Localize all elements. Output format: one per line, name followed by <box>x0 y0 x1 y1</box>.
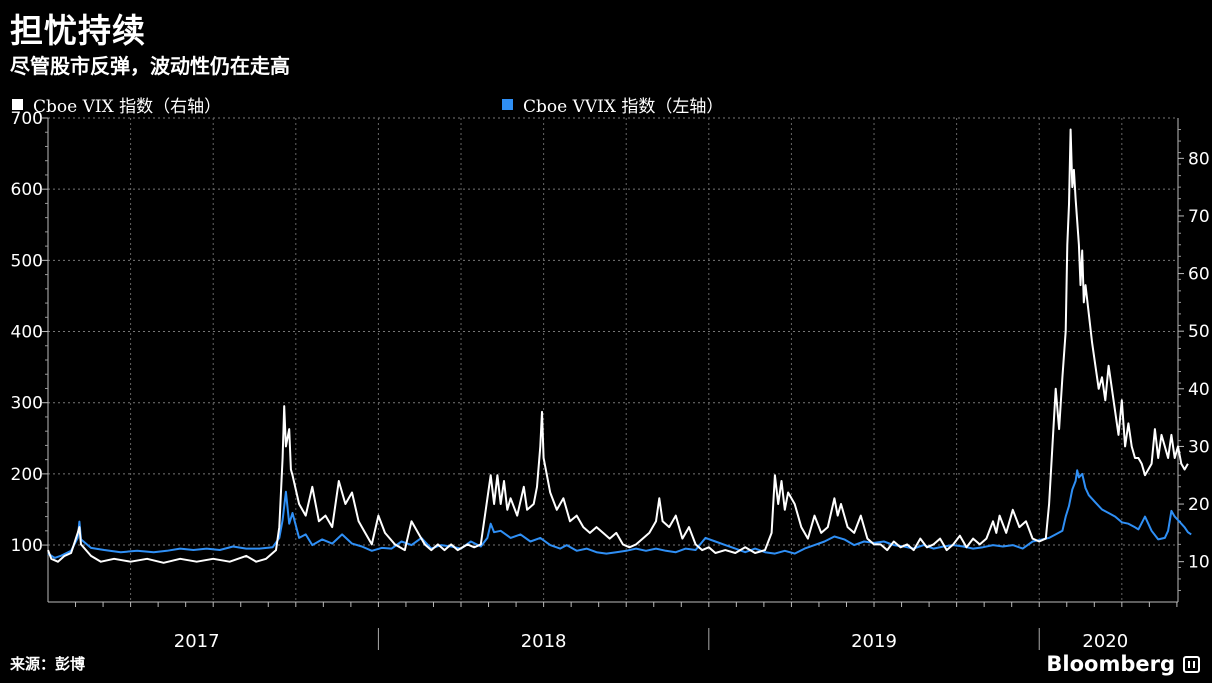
legend-label-vvix: Cboe VVIX 指数（左轴） <box>523 97 724 117</box>
right-tick-label: 50 <box>1188 322 1210 342</box>
right-tick-label: 60 <box>1188 265 1210 285</box>
right-tick-label: 70 <box>1188 207 1210 227</box>
left-tick-label: 100 <box>11 536 43 556</box>
bloomberg-terminal-icon <box>1183 655 1200 673</box>
left-tick-label: 200 <box>11 465 43 485</box>
chart-subtitle: 尽管股市反弹，波动性仍在走高 <box>10 54 290 78</box>
vix-series-line <box>47 128 1189 564</box>
year-label: 2018 <box>521 631 567 652</box>
legend-label-vix: Cboe VIX 指数（右轴） <box>33 97 222 117</box>
left-tick-label: 700 <box>11 109 43 129</box>
legend-item-vix: Cboe VIX 指数（右轴） <box>12 92 221 117</box>
right-tick-label: 10 <box>1188 553 1210 573</box>
left-tick-label: 500 <box>11 251 43 271</box>
bloomberg-logo: Bloomberg <box>1046 652 1200 676</box>
right-tick-label: 20 <box>1188 495 1210 515</box>
source-note: 来源：彭博 <box>10 655 86 673</box>
year-label: 2020 <box>1082 631 1128 652</box>
brand-name: Bloomberg <box>1046 652 1175 676</box>
legend-swatch-vix <box>12 99 23 110</box>
left-tick-label: 400 <box>11 323 43 343</box>
year-label: 2019 <box>851 631 897 652</box>
left-tick-label: 300 <box>11 394 43 414</box>
left-tick-label: 600 <box>11 180 43 200</box>
chart-title: 担忧持续 <box>10 11 146 50</box>
legend-item-vvix: Cboe VVIX 指数（左轴） <box>502 92 723 117</box>
right-tick-label: 30 <box>1188 437 1210 457</box>
year-label: 2017 <box>174 631 220 652</box>
right-tick-label: 40 <box>1188 380 1210 400</box>
right-tick-label: 80 <box>1188 149 1210 169</box>
vvix-series-line <box>47 469 1192 559</box>
legend-swatch-vvix <box>502 99 513 110</box>
